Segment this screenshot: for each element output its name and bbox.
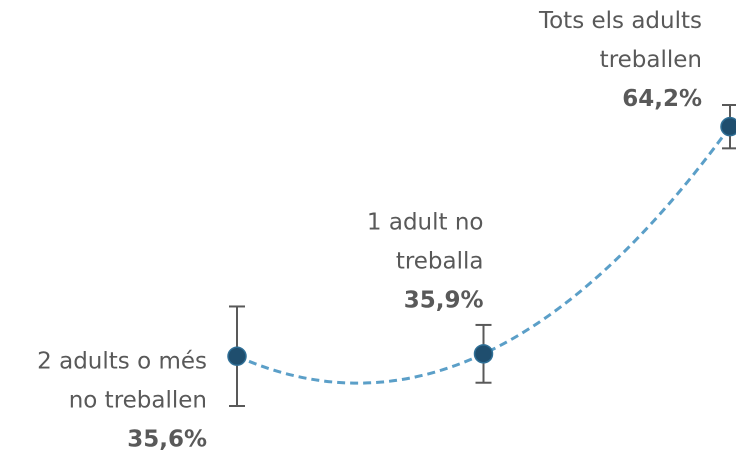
category-label: 1 adult no [367, 209, 484, 235]
category-label: treballen [600, 47, 702, 73]
category-label: Tots els adults [538, 8, 702, 34]
category-label: treballa [396, 248, 484, 274]
marker [227, 346, 247, 366]
marker [473, 344, 494, 364]
marker [720, 116, 736, 137]
value-label: 35,6% [127, 427, 207, 453]
value-label: 35,9% [404, 287, 484, 313]
value-label: 64,2% [622, 86, 702, 112]
category-label: no treballen [69, 388, 207, 414]
category-label: 2 adults o més [37, 349, 207, 375]
